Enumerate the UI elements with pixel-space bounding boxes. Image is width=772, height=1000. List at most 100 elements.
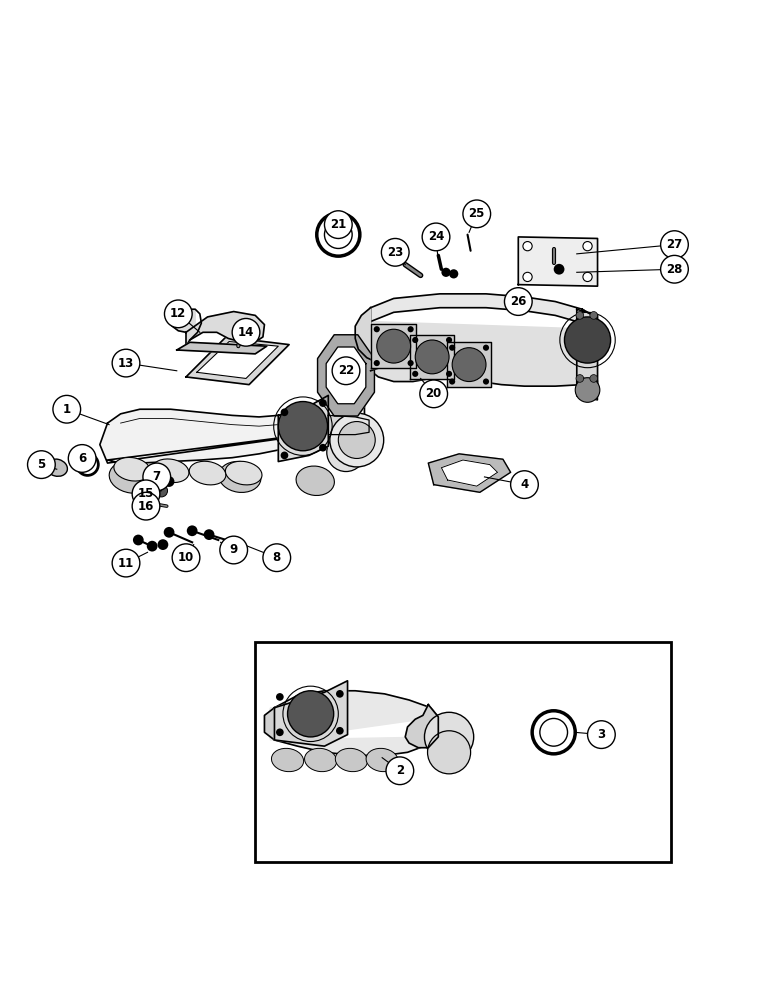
Circle shape [590,312,598,319]
Polygon shape [186,312,265,346]
Polygon shape [279,395,328,462]
Polygon shape [100,398,364,463]
Ellipse shape [218,461,261,492]
Circle shape [319,444,327,452]
Polygon shape [265,708,275,740]
Ellipse shape [189,461,226,485]
Circle shape [143,463,171,491]
Circle shape [420,380,448,408]
Circle shape [442,268,451,277]
Circle shape [287,691,334,737]
Circle shape [446,371,452,377]
Circle shape [164,300,192,328]
Circle shape [327,433,365,472]
Circle shape [332,357,360,385]
Ellipse shape [113,457,151,481]
Polygon shape [582,309,595,329]
Polygon shape [371,294,595,329]
Circle shape [587,721,615,748]
Circle shape [164,527,174,538]
Text: 27: 27 [666,238,682,251]
Ellipse shape [366,748,398,772]
Ellipse shape [109,461,155,493]
Circle shape [377,329,411,363]
Polygon shape [410,335,455,379]
Circle shape [280,452,288,459]
Text: 22: 22 [338,364,354,377]
Circle shape [483,378,489,385]
Circle shape [583,242,592,251]
Text: 11: 11 [118,557,134,570]
Circle shape [504,288,532,315]
Circle shape [68,445,96,472]
Text: 14: 14 [238,326,254,339]
Circle shape [661,255,689,283]
Ellipse shape [272,748,303,772]
Circle shape [324,211,352,238]
Polygon shape [577,377,598,400]
Text: 9: 9 [229,543,238,556]
Polygon shape [405,705,438,748]
Circle shape [157,539,168,550]
Circle shape [412,337,418,343]
Circle shape [564,317,611,363]
Text: 7: 7 [153,470,161,483]
Ellipse shape [225,461,262,485]
Circle shape [319,399,327,407]
Text: 3: 3 [598,728,605,741]
Text: 21: 21 [330,218,347,231]
Circle shape [263,544,290,572]
Circle shape [449,378,455,385]
Polygon shape [197,342,279,378]
Circle shape [386,757,414,785]
Text: 12: 12 [170,307,186,320]
Circle shape [422,223,450,251]
Circle shape [133,535,144,545]
Ellipse shape [335,748,367,772]
Circle shape [82,459,93,470]
Circle shape [276,728,283,736]
Text: 28: 28 [666,263,682,276]
Circle shape [220,536,248,564]
Circle shape [374,326,380,332]
Circle shape [53,395,80,423]
Circle shape [575,378,600,402]
Text: 13: 13 [118,357,134,370]
Circle shape [449,345,455,351]
Text: 2: 2 [396,764,404,777]
Circle shape [576,375,584,382]
Ellipse shape [296,466,334,495]
Circle shape [425,712,474,762]
Circle shape [279,402,327,451]
Circle shape [112,349,140,377]
Polygon shape [275,681,347,746]
Circle shape [576,312,584,319]
Text: 8: 8 [273,551,281,564]
Text: 26: 26 [510,295,527,308]
Polygon shape [265,691,438,755]
Text: 25: 25 [469,207,485,220]
Circle shape [523,272,532,282]
Circle shape [408,360,414,366]
Circle shape [374,360,380,366]
Ellipse shape [304,748,337,772]
Circle shape [412,371,418,377]
Polygon shape [355,308,389,371]
Polygon shape [447,342,492,387]
Polygon shape [177,342,267,354]
Polygon shape [518,237,598,286]
Polygon shape [326,347,366,404]
Ellipse shape [46,459,67,476]
Text: 10: 10 [178,551,194,564]
Circle shape [583,272,592,282]
Circle shape [187,525,198,536]
Bar [256,642,671,862]
Text: 23: 23 [387,246,403,259]
Text: 16: 16 [138,500,154,513]
Circle shape [112,549,140,577]
Circle shape [554,264,564,275]
Ellipse shape [171,308,189,323]
Circle shape [449,269,459,278]
Polygon shape [328,415,369,435]
Text: 5: 5 [37,458,46,471]
